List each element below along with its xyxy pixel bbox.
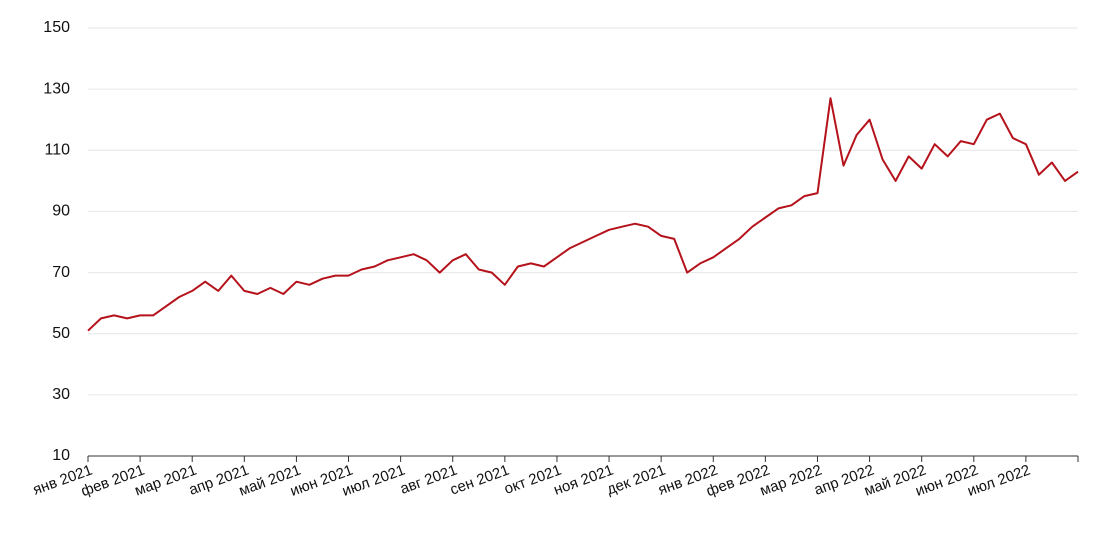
price-line [87, 97, 1079, 332]
x-tick-label: дек 2021 [605, 462, 668, 499]
y-tick-label: 50 [52, 325, 70, 342]
y-tick-label: 10 [52, 447, 70, 464]
x-tick-label: ноя 2021 [551, 462, 615, 499]
y-tick-label: 90 [52, 203, 70, 220]
y-tick-label: 70 [52, 264, 70, 281]
y-tick-label: 130 [43, 80, 70, 97]
y-tick-label: 110 [44, 142, 70, 159]
y-tick-label: 30 [52, 386, 70, 403]
x-tick-label: авг 2021 [398, 462, 460, 498]
x-tick-label: сен 2021 [448, 462, 512, 499]
y-tick-label: 150 [43, 19, 70, 36]
